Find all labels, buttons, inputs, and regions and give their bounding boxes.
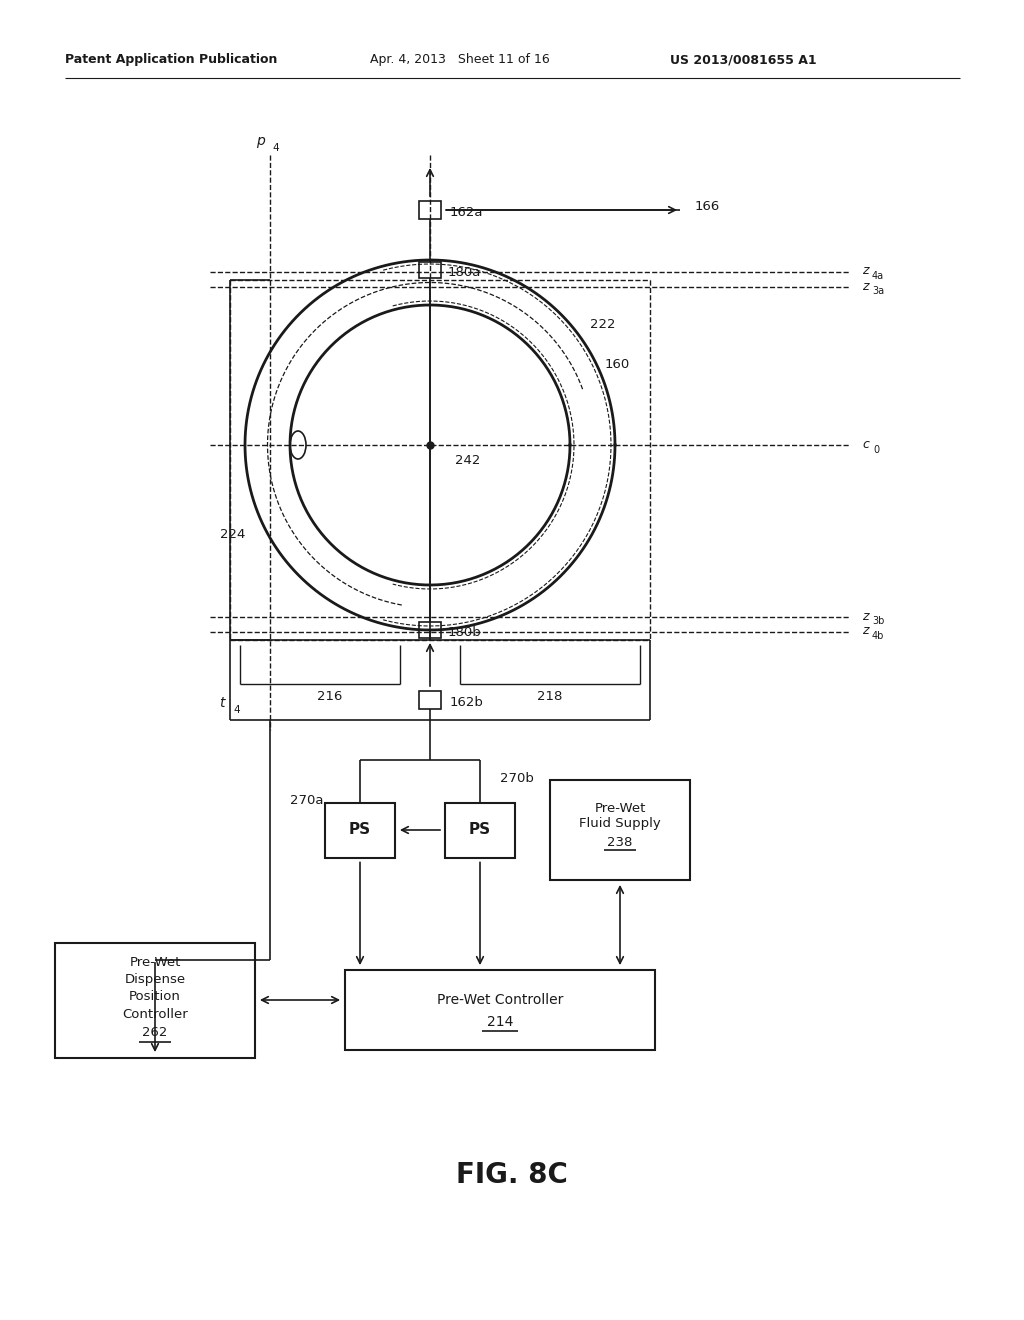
Text: 180b: 180b: [449, 626, 481, 639]
Text: 3a: 3a: [872, 286, 884, 296]
Text: 3b: 3b: [872, 616, 885, 626]
Text: 270b: 270b: [500, 771, 534, 784]
Text: z: z: [862, 610, 868, 623]
Text: Pre-Wet: Pre-Wet: [594, 801, 646, 814]
Bar: [419, 201, 441, 219]
Bar: [550, 780, 690, 880]
Text: 4: 4: [272, 143, 279, 153]
Text: 4: 4: [233, 705, 240, 715]
Text: Patent Application Publication: Patent Application Publication: [65, 54, 278, 66]
Text: Position: Position: [129, 990, 181, 1003]
Text: PS: PS: [349, 822, 371, 837]
Bar: [419, 261, 441, 279]
Text: 262: 262: [142, 1027, 168, 1040]
Text: 4a: 4a: [872, 271, 884, 281]
Text: 4b: 4b: [872, 631, 885, 642]
Text: US 2013/0081655 A1: US 2013/0081655 A1: [670, 54, 816, 66]
Text: Dispense: Dispense: [125, 974, 185, 986]
Text: t: t: [219, 696, 225, 710]
Bar: [445, 803, 515, 858]
Text: Pre-Wet: Pre-Wet: [129, 956, 180, 969]
Text: Controller: Controller: [122, 1008, 187, 1022]
Text: 270a: 270a: [290, 793, 324, 807]
Text: 0: 0: [873, 445, 880, 455]
Text: PS: PS: [469, 822, 492, 837]
Text: Apr. 4, 2013   Sheet 11 of 16: Apr. 4, 2013 Sheet 11 of 16: [370, 54, 550, 66]
Bar: [345, 970, 655, 1049]
Text: 238: 238: [607, 836, 633, 849]
Text: 218: 218: [538, 689, 562, 702]
Text: c: c: [862, 437, 869, 450]
Text: 224: 224: [220, 528, 246, 541]
Text: 166: 166: [695, 199, 720, 213]
Text: 180a: 180a: [449, 265, 481, 279]
Text: z: z: [862, 624, 868, 638]
Text: z: z: [862, 264, 868, 277]
Bar: [325, 803, 395, 858]
Text: 162a: 162a: [450, 206, 483, 219]
Text: 162b: 162b: [450, 696, 484, 709]
Text: FIG. 8C: FIG. 8C: [456, 1162, 568, 1189]
Ellipse shape: [290, 432, 306, 459]
Bar: [419, 622, 441, 638]
Text: Fluid Supply: Fluid Supply: [580, 817, 660, 829]
Text: 216: 216: [317, 689, 343, 702]
Text: 242: 242: [455, 454, 480, 466]
Text: 222: 222: [590, 318, 615, 331]
Text: Pre-Wet Controller: Pre-Wet Controller: [437, 993, 563, 1007]
Text: 160: 160: [605, 359, 630, 371]
Text: 214: 214: [486, 1015, 513, 1030]
Text: z: z: [862, 280, 868, 293]
Bar: [55, 942, 255, 1057]
Bar: [419, 690, 441, 709]
Text: p: p: [256, 135, 265, 148]
